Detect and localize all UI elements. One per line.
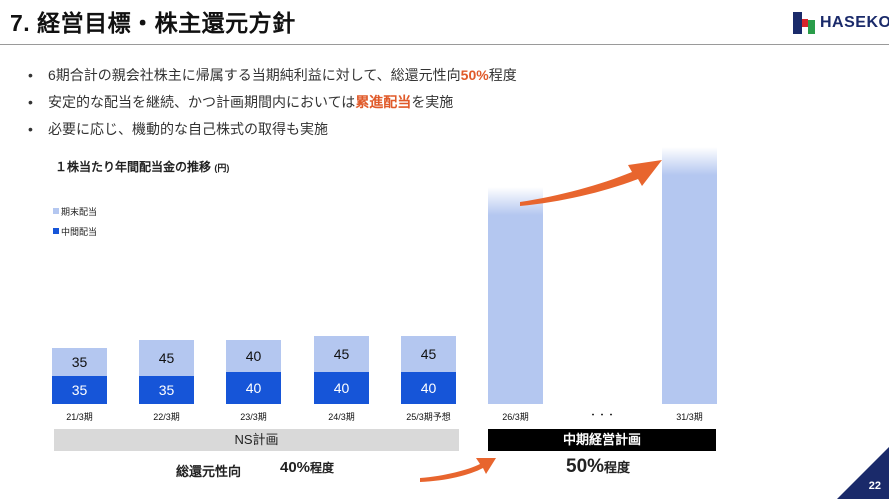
x-tick-label: 21/3期: [66, 412, 93, 422]
legend-item-year-end: 期末配当: [53, 201, 97, 221]
payout-arrow: [420, 458, 496, 482]
bar-year-end: [52, 348, 107, 376]
bar-year-end: [314, 336, 369, 372]
page-corner: [837, 447, 889, 499]
payout-ratio-label: 総還元性向: [176, 464, 242, 479]
bar-interim: [226, 372, 281, 404]
data-label-year-end: 45: [421, 346, 437, 362]
chart-legend: 期末配当 中間配当: [53, 201, 97, 241]
ns-payout-ratio: 40%程度: [280, 459, 335, 476]
mid-term-plan-band: 中期経営計画: [488, 429, 716, 451]
data-label-year-end: 35: [72, 354, 88, 370]
bullet-item: • 必要に応じ、機動的な自己株式の取得も実施: [28, 121, 328, 137]
legend-item-interim: 中間配当: [53, 221, 97, 241]
bar-projected: [662, 155, 717, 404]
bullet-item: • 安定的な配当を継続、かつ計画期間内においては累進配当を実施: [28, 94, 454, 110]
bullet-item: • 6期合計の親会社株主に帰属する当期純利益に対して、総還元性向50%程度: [28, 67, 517, 83]
x-tick-label: 24/3期: [328, 412, 355, 422]
bar-interim: [139, 376, 194, 404]
x-tick-label: 23/3期: [240, 412, 267, 422]
page-title: 7. 経営目標・株主還元方針: [10, 10, 296, 36]
bar-year-end: [401, 336, 456, 372]
x-tick-label: 25/3期予想: [406, 411, 451, 422]
data-label-year-end: 40: [246, 348, 262, 364]
haseko-logo-icon: [793, 12, 815, 34]
x-tick-ellipsis: ・・・: [588, 410, 615, 420]
haseko-logo: HASEKO: [793, 12, 889, 34]
data-label-interim: 40: [421, 380, 437, 396]
bar-interim: [401, 372, 456, 404]
logo-text: HASEKO: [820, 14, 889, 31]
bar-year-end: [139, 340, 194, 376]
bar-projected-fade: [662, 147, 717, 175]
mtp-payout-ratio: 50%程度: [566, 456, 631, 477]
data-label-year-end: 45: [334, 346, 350, 362]
growth-arrow: [520, 160, 662, 206]
x-tick-label: 31/3期: [676, 412, 703, 422]
bar-interim: [314, 372, 369, 404]
title-divider: [0, 44, 889, 45]
bar-projected: [488, 195, 543, 404]
page-number: 22: [868, 480, 881, 492]
data-label-interim: 40: [246, 380, 262, 396]
x-tick-label: 26/3期: [502, 412, 529, 422]
bar-interim: [52, 376, 107, 404]
bullet-list: • 6期合計の親会社株主に帰属する当期純利益に対して、総還元性向50%程度 • 安定…: [28, 62, 517, 143]
ns-plan-band: NS計画: [54, 429, 459, 451]
chart-title: １株当たり年間配当金の推移 (円): [55, 160, 230, 174]
x-tick-label: 22/3期: [153, 412, 180, 422]
data-label-interim: 40: [334, 380, 350, 396]
data-label-year-end: 45: [159, 350, 175, 366]
data-label-interim: 35: [72, 382, 88, 398]
data-label-interim: 35: [159, 382, 175, 398]
bar-year-end: [226, 340, 281, 372]
